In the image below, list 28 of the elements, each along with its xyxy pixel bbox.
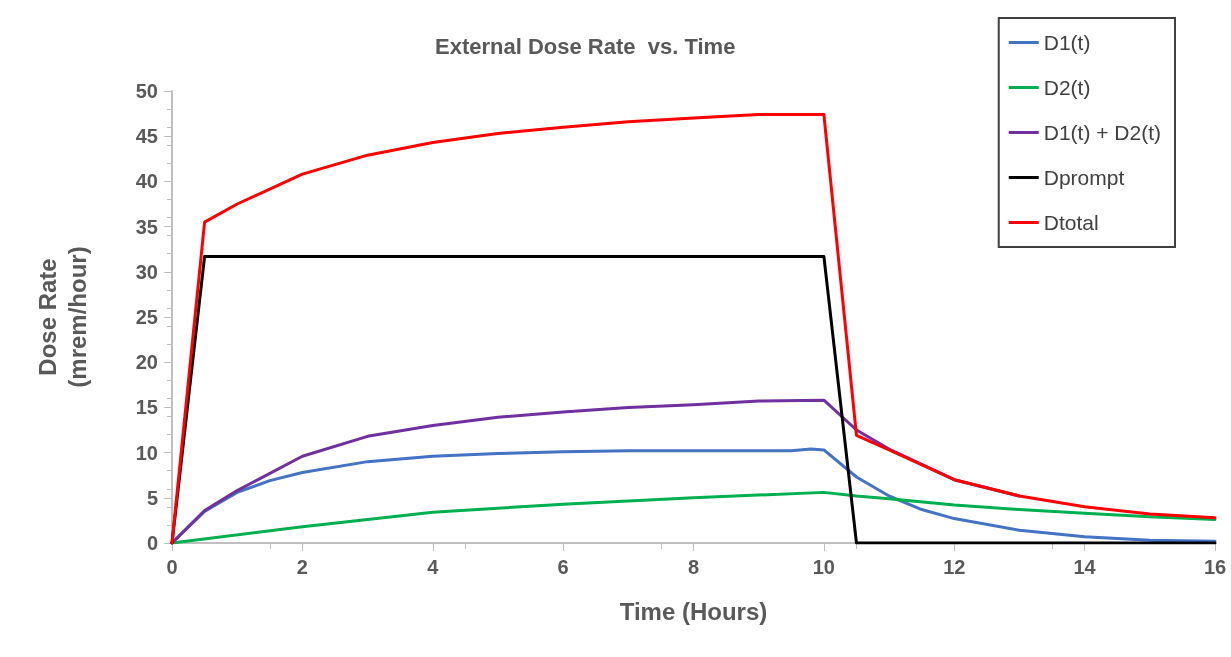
x-tick-label: 4	[427, 556, 440, 578]
y-tick-label: 0	[146, 532, 158, 554]
x-tick-label: 14	[1073, 556, 1097, 578]
y-tick-label: 50	[135, 80, 158, 102]
y-tick-label: 45	[135, 125, 158, 148]
y-tick-label: 40	[135, 170, 158, 193]
y-tick-label: 25	[135, 306, 158, 328]
y-tick-label: 5	[146, 486, 158, 509]
legend-label: D1(t)	[1043, 31, 1091, 54]
legend-label: D1(t) + D2(t)	[1043, 121, 1161, 144]
x-tick-label: 10	[812, 556, 835, 578]
y-tick-label: 15	[135, 396, 158, 419]
x-tick-label: 12	[943, 556, 966, 578]
y-axis-title: Dose Rate (mrem/hour)	[33, 246, 91, 388]
y-tick-label: 20	[135, 351, 158, 374]
x-tick-label: 6	[557, 556, 569, 578]
x-tick-label: 0	[166, 556, 178, 578]
x-tick-label: 2	[296, 556, 308, 578]
x-tick-label: 16	[1203, 556, 1227, 578]
legend-label: Dprompt	[1043, 166, 1125, 189]
y-tick-label: 10	[135, 441, 158, 464]
chart-title: External Dose Rate vs. Time	[435, 33, 736, 59]
x-tick-label: 8	[687, 556, 700, 578]
legend-label: Dtotal	[1043, 211, 1099, 234]
y-tick-label: 35	[135, 215, 158, 238]
legend-label: D2(t)	[1043, 76, 1091, 99]
y-tick-label: 30	[135, 260, 158, 283]
x-axis-title: Time (Hours)	[619, 597, 768, 625]
